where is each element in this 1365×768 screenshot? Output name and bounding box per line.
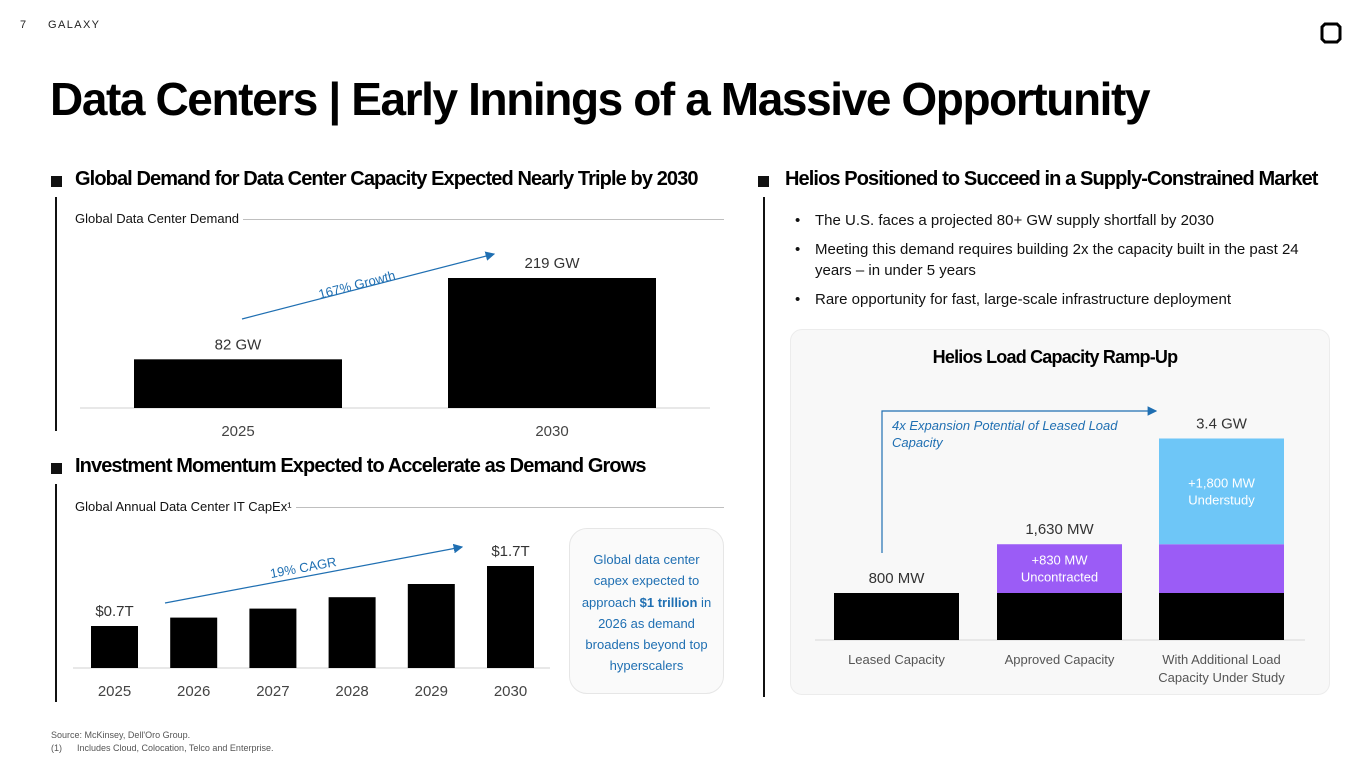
x-tick-label: Capacity Under Study — [1158, 670, 1285, 685]
bar-2027 — [249, 608, 297, 668]
total-label: 3.4 GW — [1196, 415, 1248, 432]
chart-title-rule — [76, 507, 724, 508]
section-bullet-square — [51, 463, 62, 474]
section-heading-helios: Helios Positioned to Succeed in a Supply… — [785, 168, 1318, 190]
bar-2025 — [134, 359, 342, 408]
segment-label: +1,800 MW — [1188, 475, 1256, 490]
section-heading-demand: Global Demand for Data Center Capacity E… — [75, 168, 698, 190]
cagr-arrow — [164, 543, 464, 604]
callout-text-start: Global data center capex expected to app… — [581, 552, 700, 610]
bar-2030 — [487, 566, 534, 668]
data-label: 219 GW — [524, 255, 580, 272]
section-bullet-square — [758, 176, 769, 187]
bar-2028 — [328, 597, 376, 668]
page-title: Data Centers | Early Innings of a Massiv… — [50, 73, 1151, 125]
brand-name: GALAXY — [48, 19, 101, 31]
chart-title-demand: Global Data Center Demand — [75, 211, 244, 226]
bullet-item: Meeting this demand requires building 2x… — [795, 239, 1325, 281]
stacked-segment — [1159, 438, 1284, 545]
bar-2025 — [91, 626, 138, 668]
stacked-segment — [1159, 544, 1284, 593]
chart-title-capex: Global Annual Data Center IT CapEx¹ — [75, 499, 296, 514]
section-divider-line — [55, 484, 57, 702]
segment-label: Understudy — [1188, 492, 1255, 507]
x-tick-label: With Additional Load — [1162, 652, 1281, 667]
chart-title-rule — [76, 219, 724, 220]
x-tick-label: Approved Capacity — [1005, 652, 1115, 667]
bar-2029 — [407, 584, 455, 668]
stacked-segment — [834, 593, 959, 640]
page-number: 7 — [20, 19, 27, 31]
stacked-segment — [997, 544, 1122, 593]
x-tick-label: 2027 — [256, 683, 289, 700]
section-bullet-square — [51, 176, 62, 187]
section-divider-line — [763, 197, 765, 697]
bar-2026 — [170, 617, 218, 668]
source-footnote: Source: McKinsey, Dell'Oro Group. (1) Inc… — [51, 729, 273, 754]
footnote-marker: (1) — [51, 742, 62, 753]
expansion-arrow — [881, 406, 1158, 553]
callout-text-bold: $1 trillion — [639, 594, 698, 610]
demand-bar-chart: 82 GW 2025 219 GW 2030 167% Growth — [80, 251, 710, 440]
expansion-annotation: Capacity — [892, 435, 944, 450]
x-tick-label: 2025 — [221, 423, 254, 440]
bullet-item: Rare opportunity for fast, large-scale i… — [795, 289, 1325, 310]
segment-label: Uncontracted — [1021, 570, 1098, 585]
x-tick-label: 2028 — [335, 683, 368, 700]
data-label: $1.7T — [491, 543, 529, 560]
growth-arrow — [241, 251, 496, 320]
data-label: $0.7T — [95, 603, 133, 620]
stacked-segment — [1159, 593, 1284, 640]
galaxy-logo-icon — [1320, 22, 1342, 44]
total-label: 1,630 MW — [1025, 521, 1094, 538]
capex-callout-box: Global data center capex expected to app… — [569, 528, 724, 694]
stacked-segment — [997, 593, 1122, 640]
footnote-text: Includes Cloud, Colocation, Telco and En… — [77, 742, 274, 753]
helios-bullet-list: The U.S. faces a projected 80+ GW supply… — [795, 210, 1325, 318]
section-heading-capex: Investment Momentum Expected to Accelera… — [75, 455, 646, 477]
bullet-item: The U.S. faces a projected 80+ GW supply… — [795, 210, 1325, 231]
callout-text-end: in 2026 as demand broadens beyond top hy… — [585, 594, 712, 674]
helios-stacked-bar-chart: +830 MW Uncontracted +1,800 MW Understudy 80… — [815, 406, 1305, 685]
x-tick-label: 2026 — [177, 683, 210, 700]
x-tick-label: 2030 — [494, 683, 527, 700]
source-line: Source: McKinsey, Dell'Oro Group. — [51, 730, 191, 740]
growth-label: 167% Growth — [317, 268, 397, 302]
segment-label: +830 MW — [1032, 553, 1089, 568]
helios-panel-title: Helios Load Capacity Ramp-Up — [932, 347, 1178, 367]
total-label: 800 MW — [869, 570, 926, 587]
x-tick-label: Leased Capacity — [848, 652, 945, 667]
section-divider-line — [55, 197, 57, 431]
data-label: 82 GW — [215, 336, 263, 353]
x-tick-label: 2025 — [98, 683, 131, 700]
x-tick-label: 2030 — [535, 423, 568, 440]
bar-2030 — [448, 278, 656, 408]
x-tick-label: 2029 — [415, 683, 448, 700]
expansion-annotation: 4x Expansion Potential of Leased Load — [892, 418, 1118, 433]
